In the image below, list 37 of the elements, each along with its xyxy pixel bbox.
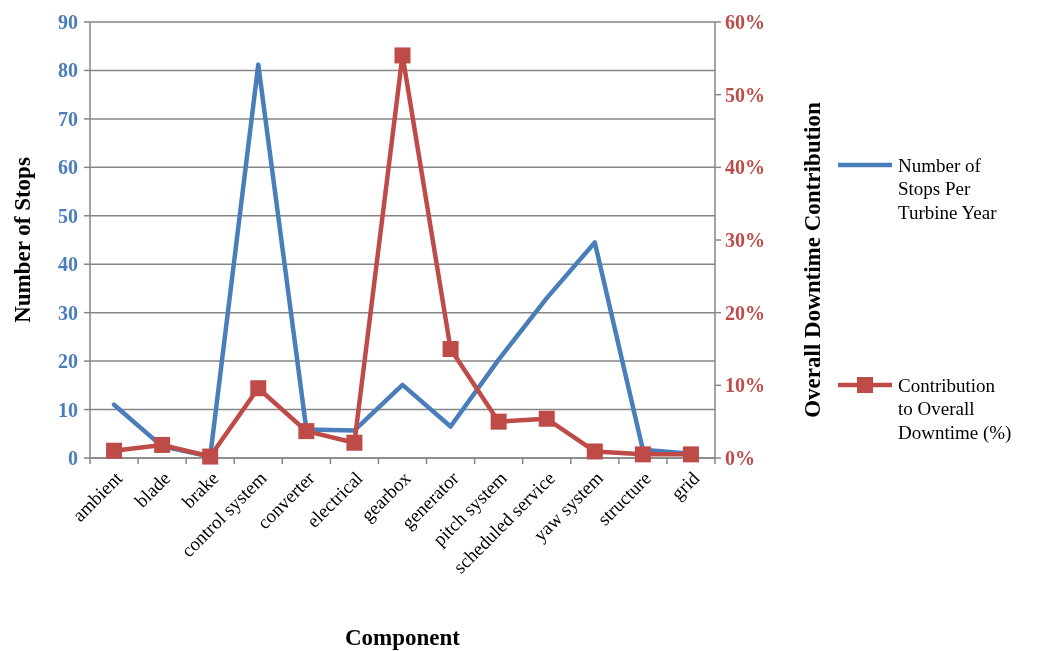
y-tick-label: 30	[58, 301, 78, 324]
point	[682, 446, 699, 463]
y-tick-label: 60	[58, 156, 78, 179]
y2-tick-label: 0%	[725, 447, 755, 469]
y-tick-label: 50	[58, 204, 78, 227]
y-tick-label: 70	[58, 107, 78, 130]
y-tick-label: 20	[58, 350, 78, 373]
point	[202, 448, 219, 465]
legend-label: Contribution to Overall Downtime (%)	[898, 374, 1012, 445]
y-tick-label: 0	[68, 447, 78, 469]
x-axis-title: Component	[344, 625, 461, 650]
point	[106, 442, 123, 459]
y2-axis-title: Overall Downtime Contribution	[800, 102, 825, 418]
y-tick-label: 40	[58, 253, 78, 276]
point	[394, 47, 411, 64]
point	[346, 434, 363, 451]
y-tick-label: 10	[58, 398, 78, 421]
y-tick-label: 90	[58, 11, 78, 33]
y2-tick-label: 60%	[725, 11, 765, 33]
point	[538, 410, 555, 427]
y2-tick-label: 20%	[725, 301, 765, 324]
y2-tick-label: 50%	[725, 83, 765, 106]
y2-tick-label: 30%	[725, 229, 765, 251]
x-tick-label: blade	[130, 467, 175, 512]
legend-label: Number of Stops Per Turbine Year	[898, 154, 998, 224]
point	[250, 380, 267, 397]
y-tick-label: 80	[58, 59, 78, 82]
point	[634, 446, 651, 463]
point	[490, 413, 507, 430]
y2-tick-label: 10%	[725, 374, 765, 397]
point	[442, 341, 459, 357]
y-axis-title: Number of Stops	[10, 157, 35, 323]
x-tick-label: grid	[666, 467, 704, 504]
point	[586, 443, 603, 460]
point	[298, 423, 315, 440]
y2-tick-label: 40%	[725, 156, 765, 179]
point	[154, 436, 171, 453]
